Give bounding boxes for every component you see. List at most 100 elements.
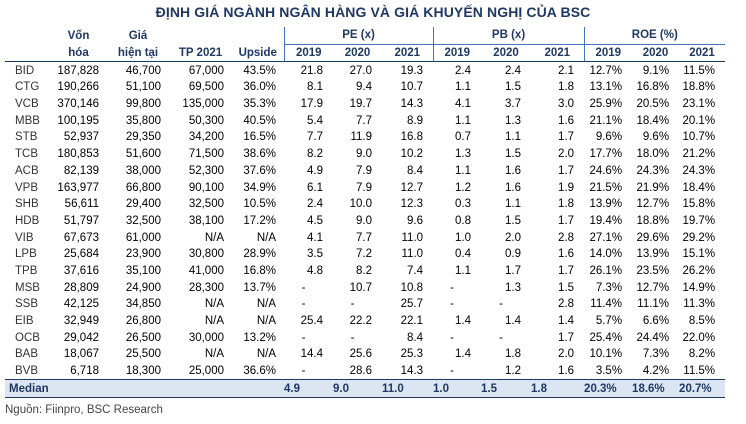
pb-cell: 1.8 bbox=[531, 195, 585, 213]
roe-cell: 17.7% bbox=[584, 145, 633, 163]
price-cell: 26,800 bbox=[107, 312, 169, 330]
table-row: EIB 32,949 26,800 N/A N/A 25.4 22.2 22.1 1.4 1.4 1… bbox=[5, 312, 726, 330]
roe-cell: 19.7% bbox=[679, 212, 726, 230]
pe-cell: 10.2 bbox=[382, 145, 434, 163]
pb-cell: - bbox=[433, 296, 482, 313]
pb-cell: 3.7 bbox=[481, 95, 532, 113]
year-header: 2019 bbox=[283, 44, 333, 63]
roe-cell: 18.4% bbox=[679, 179, 726, 196]
col-tp-header: TP 2021 bbox=[169, 44, 232, 63]
median-label: Median bbox=[5, 379, 50, 399]
market-cap-cell: 56,611 bbox=[50, 195, 107, 213]
target-price-cell: 41,000 bbox=[169, 262, 232, 280]
pe-cell: 14.3 bbox=[382, 362, 434, 380]
roe-cell: 16.8% bbox=[632, 79, 680, 96]
price-cell: 29,400 bbox=[107, 195, 169, 213]
market-cap-cell: 51,797 bbox=[50, 212, 107, 230]
upside-cell: 38.6% bbox=[232, 145, 284, 163]
pe-cell: 14.3 bbox=[382, 95, 434, 113]
median-pe-2019: 4.9 bbox=[284, 379, 333, 399]
roe-cell: 25.4% bbox=[584, 329, 633, 347]
pb-cell: 1.7 bbox=[531, 162, 585, 180]
ticker-cell: SHB bbox=[5, 195, 50, 213]
roe-cell: 24.3% bbox=[679, 162, 726, 180]
roe-cell: 24.6% bbox=[584, 162, 633, 180]
target-price-cell: 38,100 bbox=[169, 212, 232, 230]
roe-cell: 22.0% bbox=[679, 329, 726, 347]
roe-cell: 29.2% bbox=[679, 229, 726, 246]
pe-cell: - bbox=[284, 296, 333, 313]
price-cell: 32,500 bbox=[107, 212, 169, 230]
roe-cell: 8.5% bbox=[679, 312, 726, 330]
pb-cell: 2.8 bbox=[531, 229, 585, 246]
pb-cell: 1.7 bbox=[531, 212, 585, 230]
market-cap-cell: 82,139 bbox=[50, 162, 107, 180]
pb-cell: 2.0 bbox=[481, 229, 532, 246]
upside-cell: 13.2% bbox=[232, 329, 284, 347]
pb-cell: 1.3 bbox=[433, 145, 482, 163]
price-cell: 24,900 bbox=[107, 279, 169, 296]
roe-cell: 10.7% bbox=[679, 129, 726, 146]
pe-cell: 2.4 bbox=[284, 195, 333, 213]
roe-cell: 21.9% bbox=[632, 179, 680, 196]
pe-cell: 14.4 bbox=[284, 346, 333, 363]
pe-cell: 7.7 bbox=[333, 229, 382, 246]
ticker-cell: VCB bbox=[5, 95, 50, 113]
ticker-cell: OCB bbox=[5, 329, 50, 347]
roe-cell: 11.3% bbox=[679, 296, 726, 313]
upside-cell: 37.6% bbox=[232, 162, 284, 180]
table-row: LPB 25,684 23,900 30,800 28.9% 3.5 7.2 11.0 0.4 0… bbox=[5, 245, 726, 263]
table-row: SSB 42,125 34,850 N/A N/A - -25.7- -2.8 11.4% 11.… bbox=[5, 296, 726, 313]
pb-cell: 1.6 bbox=[531, 112, 585, 130]
ticker-cell: TPB bbox=[5, 262, 50, 280]
target-price-cell: N/A bbox=[169, 312, 232, 330]
ticker-cell: MSB bbox=[5, 279, 50, 296]
col-upside-header: Upside bbox=[232, 44, 284, 63]
roe-cell: 13.9% bbox=[632, 245, 680, 263]
table-row: MSB 28,809 24,900 28,300 13.7% -10.7 10.8-1.3 1… bbox=[5, 279, 726, 296]
pe-cell: 25.7 bbox=[382, 296, 434, 313]
median-pb-2020: 1.5 bbox=[481, 379, 532, 399]
pb-cell: 1.7 bbox=[531, 262, 585, 280]
target-price-cell: 30,800 bbox=[169, 245, 232, 263]
ticker-cell: TCB bbox=[5, 145, 50, 163]
source-note: Nguồn: Fiinpro, BSC Research bbox=[5, 404, 163, 416]
upside-cell: 34.9% bbox=[232, 179, 284, 196]
pe-cell: 4.1 bbox=[284, 229, 333, 246]
target-price-cell: 67,000 bbox=[169, 61, 232, 80]
pe-cell: 8.9 bbox=[382, 112, 434, 130]
ticker-cell: STB bbox=[5, 129, 50, 146]
roe-cell: 19.4% bbox=[584, 212, 633, 230]
market-cap-cell: 187,828 bbox=[50, 61, 107, 80]
pe-cell: 4.9 bbox=[284, 162, 333, 180]
ticker-cell: HDB bbox=[5, 212, 50, 230]
pe-cell: 6.1 bbox=[284, 179, 333, 196]
pb-cell: 1.1 bbox=[433, 112, 482, 130]
pe-cell: 25.3 bbox=[382, 346, 434, 363]
pe-cell: 22.2 bbox=[333, 312, 382, 330]
pe-cell: 8.2 bbox=[284, 145, 333, 163]
ticker-cell: BVB bbox=[5, 362, 50, 380]
year-header: 2020 bbox=[333, 44, 382, 63]
pe-cell: 7.2 bbox=[333, 245, 382, 263]
roe-cell: 9.1% bbox=[632, 61, 680, 80]
market-cap-cell: 28,809 bbox=[50, 279, 107, 296]
roe-cell: 3.5% bbox=[584, 362, 633, 380]
upside-cell: 16.5% bbox=[232, 129, 284, 146]
pe-cell: 5.4 bbox=[284, 112, 333, 130]
group-header-pe: PE (x) bbox=[283, 27, 434, 45]
price-cell: 26,500 bbox=[107, 329, 169, 347]
upside-cell: 10.5% bbox=[232, 195, 284, 213]
roe-cell: 20.1% bbox=[679, 112, 726, 130]
roe-cell: 14.9% bbox=[679, 279, 726, 296]
pb-cell: 1.3 bbox=[481, 279, 532, 296]
pb-cell: 4.1 bbox=[433, 95, 482, 113]
roe-cell: 5.7% bbox=[584, 312, 633, 330]
roe-cell: 18.8% bbox=[632, 212, 680, 230]
col-cap-header: Vốn bbox=[67, 29, 90, 42]
median-roe-2021: 20.7% bbox=[679, 379, 726, 399]
target-price-cell: 34,200 bbox=[169, 129, 232, 146]
upside-cell: 35.3% bbox=[232, 95, 284, 113]
table-row: VCB 370,146 99,800 135,000 35.3% 17.9 19.7 14.3… bbox=[5, 95, 726, 113]
col-price-header: Giá bbox=[128, 29, 148, 42]
